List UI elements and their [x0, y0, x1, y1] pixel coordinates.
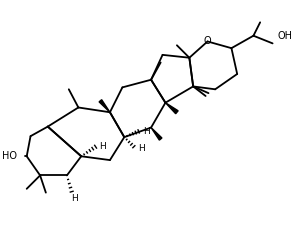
Polygon shape [151, 128, 162, 140]
Text: H: H [138, 144, 145, 153]
Text: H: H [99, 142, 106, 151]
Polygon shape [165, 103, 178, 114]
Text: H: H [143, 127, 150, 136]
Text: O: O [204, 37, 211, 46]
Text: HO: HO [2, 151, 17, 161]
Text: OH: OH [277, 31, 292, 41]
Polygon shape [99, 100, 110, 112]
Text: H: H [71, 194, 78, 203]
